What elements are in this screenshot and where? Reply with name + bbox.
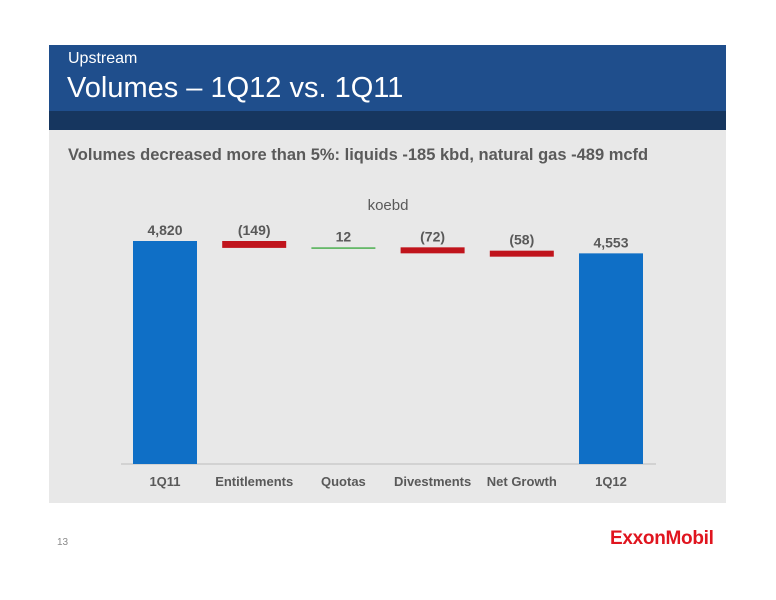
data-label-1q12: 4,553 <box>593 234 628 250</box>
bar-divestments <box>400 247 465 254</box>
bar-1q12 <box>579 253 643 464</box>
page-number: 13 <box>57 537 69 548</box>
category-label-quotas: Quotas <box>321 474 366 489</box>
section-label: Upstream <box>68 50 138 67</box>
headline: Volumes decreased more than 5%: liquids … <box>68 146 649 164</box>
title-bar-strip <box>49 111 726 130</box>
category-label-1q11: 1Q11 <box>149 474 180 489</box>
bar-entitlements <box>222 241 287 248</box>
unit-label: koebd <box>368 197 409 214</box>
bar-quotas <box>311 247 376 249</box>
bar-net-growth <box>489 250 554 257</box>
bar-1q11 <box>133 241 197 464</box>
category-label-divestments: Divestments <box>394 474 471 489</box>
title-bar <box>49 45 726 111</box>
category-label-1q12: 1Q12 <box>595 474 627 489</box>
exxonmobil-logo: ExxonMobil <box>610 528 714 549</box>
category-label-entitlements: Entitlements <box>215 474 293 489</box>
category-label-net-growth: Net Growth <box>487 474 557 489</box>
slide-title: Volumes – 1Q12 vs. 1Q11 <box>67 72 404 104</box>
data-label-net-growth: (58) <box>509 232 534 248</box>
data-label-1q11: 4,820 <box>147 222 182 238</box>
data-label-entitlements: (149) <box>238 222 271 238</box>
data-label-divestments: (72) <box>420 228 445 244</box>
data-label-quotas: 12 <box>336 228 352 244</box>
